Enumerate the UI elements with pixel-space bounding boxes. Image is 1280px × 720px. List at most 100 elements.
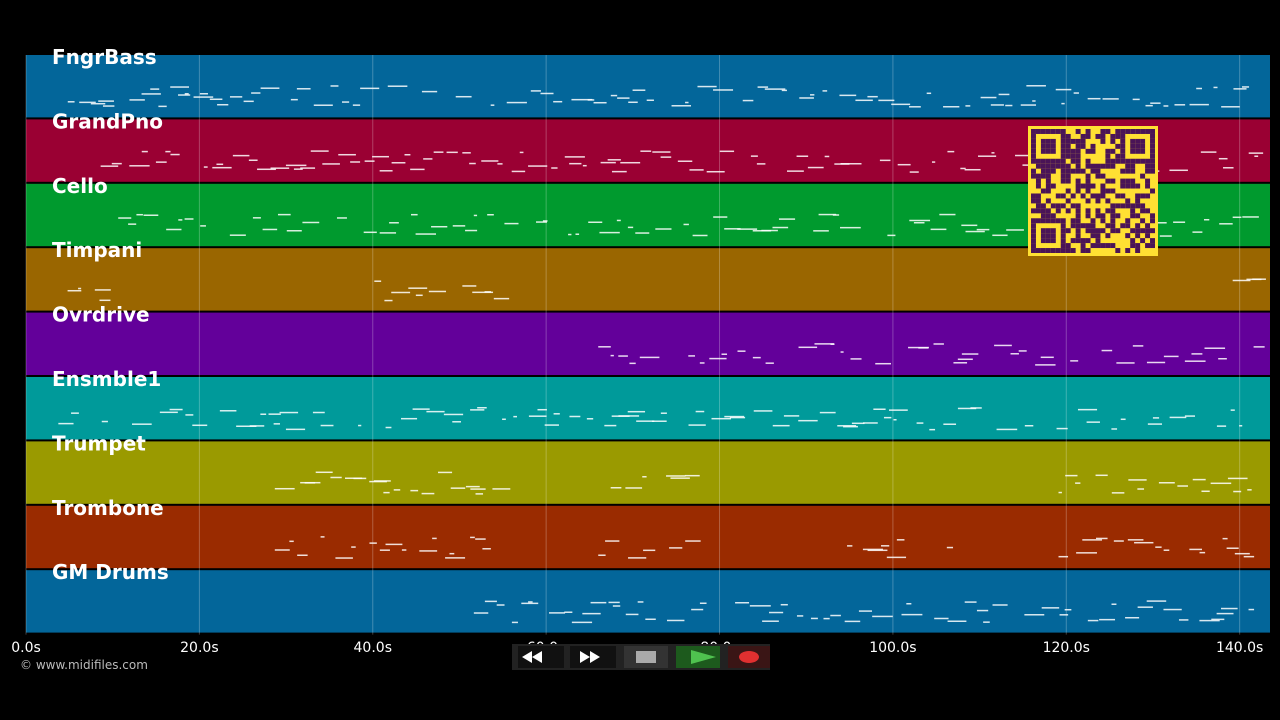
note [358, 424, 362, 427]
note [544, 424, 559, 426]
qr-module [1100, 243, 1106, 249]
note [1159, 235, 1172, 237]
qr-module [1045, 238, 1051, 244]
qr-module [1130, 163, 1136, 169]
note [260, 87, 280, 89]
note [850, 358, 862, 360]
stop-button[interactable] [624, 646, 668, 668]
note [445, 557, 466, 559]
note [1204, 347, 1226, 349]
note [655, 228, 672, 230]
note [1210, 482, 1232, 485]
qr-module [1130, 213, 1136, 219]
qr-module [1135, 228, 1141, 234]
note [887, 234, 896, 237]
qr-module [1095, 163, 1101, 169]
note [685, 540, 701, 542]
qr-module [1130, 168, 1136, 174]
note [906, 603, 912, 605]
qr-module [1150, 213, 1155, 219]
note [528, 415, 547, 417]
note [335, 557, 353, 559]
qr-module [1070, 148, 1076, 154]
note [1218, 157, 1228, 160]
note [706, 170, 725, 173]
note [843, 425, 858, 428]
qr-module [1140, 138, 1146, 144]
note [379, 170, 393, 172]
note [257, 168, 276, 171]
note [1184, 415, 1196, 417]
note [1248, 608, 1255, 611]
qr-module [1145, 233, 1151, 239]
note [419, 550, 438, 552]
note [598, 554, 606, 556]
note [1211, 618, 1225, 621]
note [1163, 549, 1170, 551]
note [847, 545, 853, 547]
note [867, 95, 878, 98]
qr-module [1070, 223, 1076, 229]
qr-module [1060, 238, 1066, 244]
note [155, 161, 167, 163]
note [1058, 491, 1062, 494]
note [761, 229, 778, 232]
note [1010, 353, 1019, 355]
note [587, 99, 595, 101]
track-name: Timpani [52, 238, 142, 262]
play-button[interactable] [676, 646, 720, 668]
qr-module [1130, 129, 1136, 134]
record-button[interactable] [728, 646, 770, 668]
qr-module [1085, 178, 1091, 184]
note [341, 101, 350, 103]
qr-module [1060, 248, 1066, 253]
qr-module [1130, 138, 1136, 144]
note [203, 166, 208, 168]
note [352, 104, 361, 106]
qr-module [1085, 198, 1091, 204]
fast-forward-button[interactable] [570, 646, 616, 668]
note [490, 104, 495, 106]
rewind-button[interactable] [518, 646, 564, 668]
note [528, 601, 533, 603]
note [143, 214, 159, 216]
note [336, 217, 347, 219]
qr-module [1105, 148, 1111, 154]
qr-module [1080, 248, 1086, 253]
note [781, 89, 787, 92]
qr-module [1035, 208, 1041, 214]
note [431, 225, 448, 228]
qr-module [1095, 238, 1101, 244]
note [612, 605, 621, 607]
note [756, 163, 766, 165]
note [141, 150, 148, 153]
qr-module [1110, 158, 1116, 164]
note [1015, 154, 1030, 157]
note [553, 413, 560, 415]
qr-module [1070, 238, 1076, 244]
qr-module [1055, 218, 1061, 224]
note [338, 153, 356, 156]
note [896, 539, 905, 541]
note [496, 604, 505, 606]
qr-module [1085, 129, 1091, 134]
note [616, 219, 621, 222]
qr-module [1145, 208, 1151, 214]
qr-module [1080, 143, 1086, 149]
note [504, 222, 519, 225]
note [310, 150, 329, 152]
note [438, 471, 453, 474]
note [943, 106, 960, 108]
note [1099, 618, 1116, 621]
qr-module [1090, 183, 1096, 189]
note [410, 489, 419, 492]
note [446, 151, 458, 154]
note [1232, 216, 1242, 219]
note [293, 168, 303, 170]
qr-module [1045, 173, 1051, 179]
note [118, 217, 132, 219]
note [426, 410, 445, 413]
qr-module [1045, 129, 1051, 134]
note [67, 101, 75, 103]
note [930, 228, 947, 231]
